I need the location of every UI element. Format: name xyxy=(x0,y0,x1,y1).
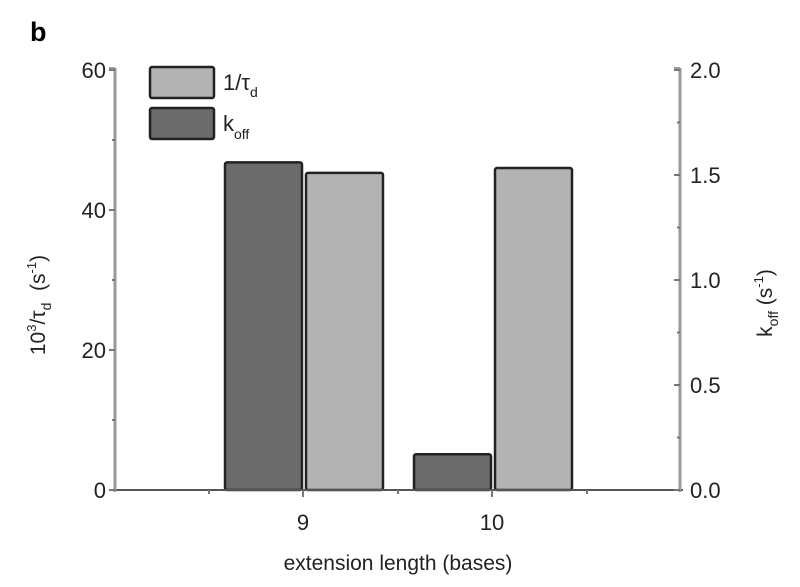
legend-label-k-off: koff xyxy=(223,111,249,142)
legend-label-inv-tau-d: 1/τd xyxy=(223,70,258,100)
legend-swatch-inv-tau-d xyxy=(148,65,216,100)
x-axis: 9 10 extension length (bases) xyxy=(112,489,683,575)
bars-group xyxy=(223,161,574,492)
y-left-tick-label: 60 xyxy=(82,58,106,83)
x-axis-label: extension length (bases) xyxy=(284,552,513,575)
y-right-tick-label: 0.5 xyxy=(690,373,721,398)
y-right-tick-label: 1.5 xyxy=(690,163,721,188)
y-right-tick-label: 0.0 xyxy=(690,478,721,503)
bar-inv-tau-d-9 xyxy=(304,171,385,492)
panel-label: b xyxy=(30,17,47,47)
legend: 1/τd koff xyxy=(148,65,258,142)
bar-inv-tau-d-10 xyxy=(493,166,574,492)
y-right-tick-label: 1.0 xyxy=(690,268,721,293)
x-ticks xyxy=(208,490,588,497)
bar-k-off-10 xyxy=(412,453,493,492)
y-left-tick-label: 20 xyxy=(82,338,106,363)
y-axis-right: 0.0 0.5 1.0 1.5 2.0 koff (s-1) xyxy=(674,58,781,503)
y-left-tick-label: 0 xyxy=(94,478,106,503)
y-axis-left-ticks xyxy=(109,69,115,491)
y-axis-right-label: koff (s-1) xyxy=(751,269,781,337)
y-right-tick-label: 2.0 xyxy=(690,58,721,83)
y-axis-left-label: 103/τd (s-1) xyxy=(24,255,54,355)
x-tick-label: 10 xyxy=(480,510,504,535)
x-tick-label: 9 xyxy=(297,510,309,535)
y-axis-right-ticks xyxy=(674,69,680,491)
legend-swatch-k-off xyxy=(148,106,216,141)
y-axis-left: 0 20 40 60 103/τd (s-1) xyxy=(24,58,117,503)
bar-k-off-9 xyxy=(223,161,304,492)
y-left-tick-label: 40 xyxy=(82,198,106,223)
